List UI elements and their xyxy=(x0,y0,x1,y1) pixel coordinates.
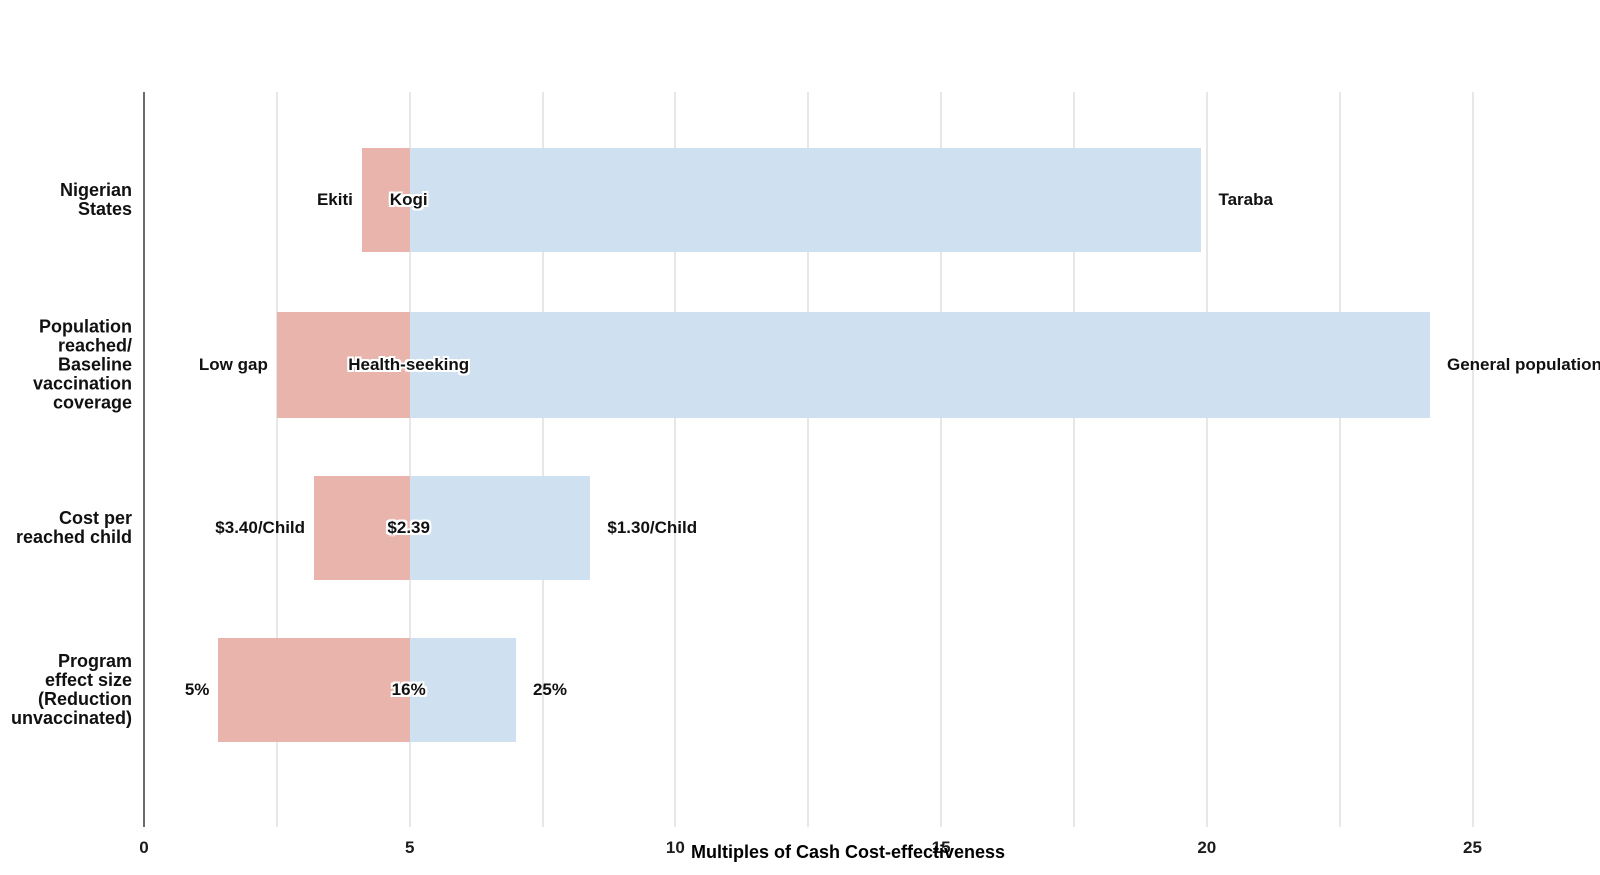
bar-high-label-row4: 25% xyxy=(532,680,567,699)
x-tick-15: 15 xyxy=(931,838,951,857)
x-axis-title: Multiples of Cash Cost-effectiveness xyxy=(690,842,1006,862)
gridline-22.5 xyxy=(1338,92,1341,827)
x-tick-5: 5 xyxy=(404,838,415,857)
bar-mid-label-row4: 16% xyxy=(391,680,426,699)
gridline-5 xyxy=(408,92,411,827)
x-tick-25: 25 xyxy=(1463,838,1482,857)
category-label-row2: Population reached/ Baseline vaccination… xyxy=(32,316,132,413)
bar-low-segment-row3 xyxy=(314,476,410,580)
bar-low-segment-row1 xyxy=(361,148,410,252)
x-tick-0: 0 xyxy=(139,838,149,857)
bar-high-segment-row4 xyxy=(409,638,516,742)
bar-high-label-row2: General population xyxy=(1446,355,1600,374)
bar-low-label-row2: Low gap xyxy=(198,355,268,374)
bar-low-label-row1: Ekiti xyxy=(316,190,353,209)
gridline-17.5 xyxy=(1072,92,1075,827)
bar-low-label-row4: 5% xyxy=(184,680,210,699)
bar-mid-label-row2: Health-seeking xyxy=(348,355,470,374)
bar-high-label-row1: Taraba xyxy=(1218,190,1273,209)
x-tick-10: 10 xyxy=(665,838,685,857)
gridline-7.5 xyxy=(541,92,544,827)
bar-low-label-row3: $3.40/Child xyxy=(215,518,306,537)
bar-high-segment-row3 xyxy=(409,476,591,580)
gridline-25 xyxy=(1471,92,1474,827)
gridline-10 xyxy=(674,92,677,827)
bar-mid-label-row3: $2.39 xyxy=(387,518,430,537)
gridline-20 xyxy=(1205,92,1208,827)
bar-high-segment-row2 xyxy=(409,312,1430,418)
bar-high-segment-row1 xyxy=(409,148,1202,252)
bar-low-segment-row2 xyxy=(276,312,410,418)
y-axis-line xyxy=(143,92,145,827)
category-label-row1: Nigerian States xyxy=(59,180,132,219)
bar-low-segment-row4 xyxy=(218,638,410,742)
gridline-15 xyxy=(940,92,943,827)
x-tick-20: 20 xyxy=(1197,838,1217,857)
category-label-row4: Program effect size (Reduction unvaccina… xyxy=(10,651,132,728)
bar-mid-label-row1: Kogi xyxy=(389,190,428,209)
category-label-row3: Cost per reached child xyxy=(15,508,132,547)
gridline-2.5 xyxy=(275,92,278,827)
bar-high-label-row3: $1.30/Child xyxy=(607,518,698,537)
gridline-12.5 xyxy=(807,92,810,827)
